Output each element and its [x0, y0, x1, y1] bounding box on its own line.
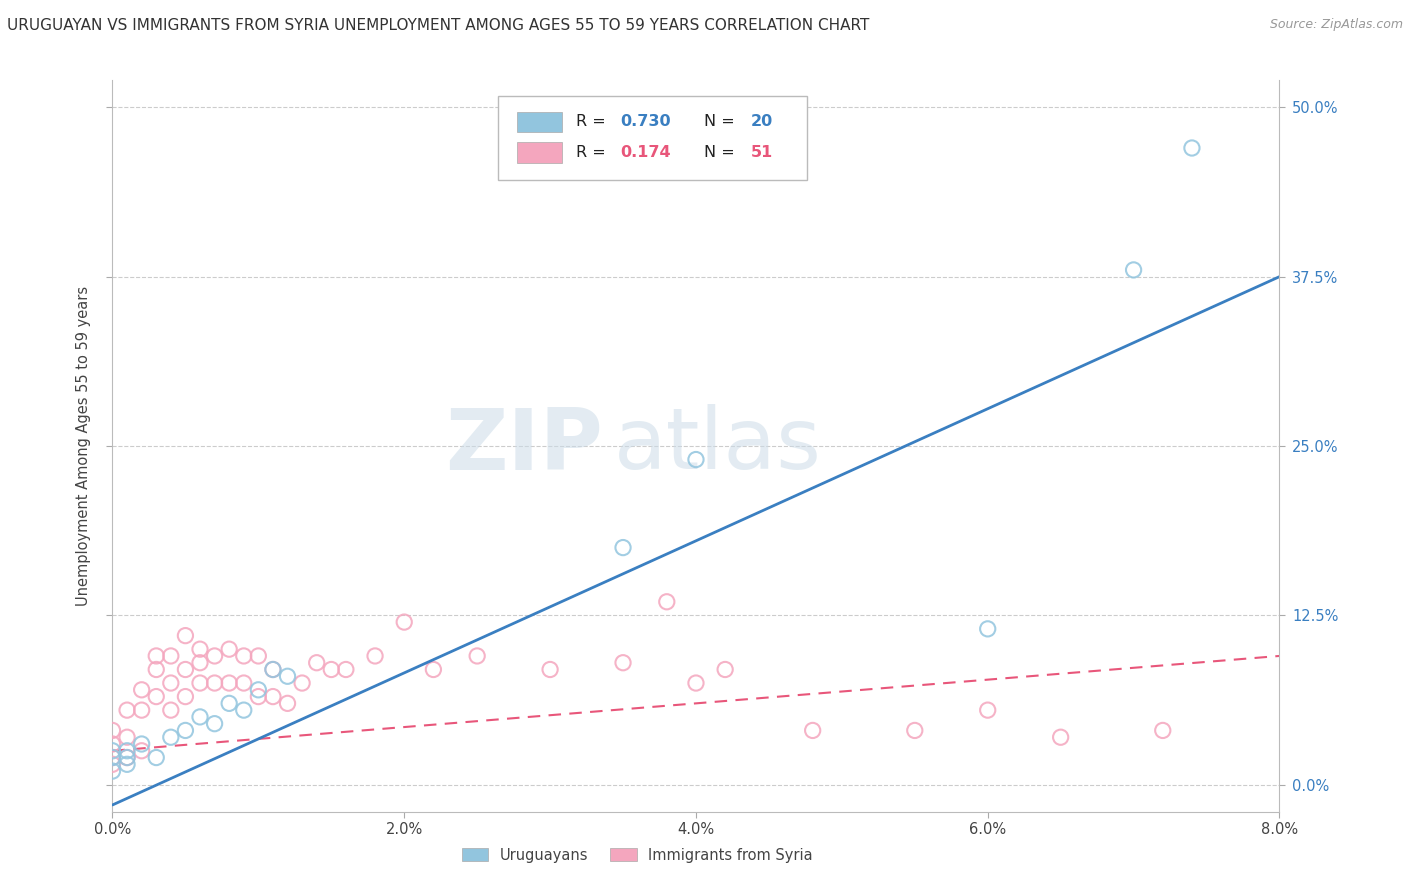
Point: [1181, 141, 1204, 155]
Point: [262, 663, 284, 677]
Text: R =: R =: [576, 114, 610, 129]
FancyBboxPatch shape: [498, 96, 807, 180]
Point: [976, 703, 998, 717]
Point: [335, 663, 357, 677]
Point: [101, 737, 124, 751]
Point: [101, 757, 124, 772]
Point: [131, 737, 153, 751]
Point: [364, 648, 387, 663]
Point: [115, 744, 138, 758]
Point: [904, 723, 927, 738]
Point: [131, 682, 153, 697]
Point: [218, 642, 240, 657]
Point: [538, 663, 561, 677]
Y-axis label: Unemployment Among Ages 55 to 59 years: Unemployment Among Ages 55 to 59 years: [76, 286, 91, 606]
Point: [392, 615, 416, 629]
Point: [291, 676, 314, 690]
Point: [145, 750, 167, 764]
Point: [262, 663, 284, 677]
Point: [174, 663, 197, 677]
Point: [465, 648, 488, 663]
Point: [1049, 730, 1071, 744]
Point: [422, 663, 444, 677]
Text: N =: N =: [704, 145, 745, 161]
Point: [612, 541, 634, 555]
Point: [276, 669, 298, 683]
Point: [160, 676, 183, 690]
Point: [174, 723, 197, 738]
Point: [101, 764, 124, 778]
Point: [145, 663, 167, 677]
Point: [218, 676, 240, 690]
Point: [131, 744, 153, 758]
Point: [1122, 263, 1144, 277]
Text: N =: N =: [704, 114, 740, 129]
Text: 20: 20: [751, 114, 773, 129]
Point: [101, 744, 124, 758]
Point: [115, 750, 138, 764]
Point: [714, 663, 737, 677]
Point: [218, 697, 240, 711]
Point: [262, 690, 284, 704]
Point: [612, 656, 634, 670]
Point: [188, 676, 211, 690]
Point: [232, 648, 254, 663]
Point: [174, 629, 197, 643]
Point: [247, 690, 270, 704]
Point: [204, 716, 226, 731]
Text: atlas: atlas: [614, 404, 823, 488]
FancyBboxPatch shape: [517, 143, 562, 163]
Point: [188, 642, 211, 657]
Point: [305, 656, 328, 670]
Point: [685, 676, 707, 690]
Point: [188, 710, 211, 724]
Text: Source: ZipAtlas.com: Source: ZipAtlas.com: [1270, 18, 1403, 31]
Text: 0.730: 0.730: [620, 114, 671, 129]
Point: [188, 656, 211, 670]
Point: [160, 703, 183, 717]
Point: [204, 676, 226, 690]
Point: [247, 682, 270, 697]
Point: [232, 703, 254, 717]
Point: [115, 703, 138, 717]
Text: 0.174: 0.174: [620, 145, 671, 161]
Point: [655, 595, 678, 609]
Point: [976, 622, 998, 636]
Point: [101, 750, 124, 764]
Point: [160, 648, 183, 663]
Point: [160, 730, 183, 744]
Point: [204, 648, 226, 663]
Point: [232, 676, 254, 690]
Point: [321, 663, 343, 677]
Point: [101, 723, 124, 738]
Text: ZIP: ZIP: [444, 404, 603, 488]
Point: [145, 690, 167, 704]
Point: [145, 648, 167, 663]
Text: R =: R =: [576, 145, 616, 161]
Point: [115, 750, 138, 764]
Point: [115, 730, 138, 744]
Point: [247, 648, 270, 663]
Point: [131, 703, 153, 717]
Point: [685, 452, 707, 467]
Point: [115, 757, 138, 772]
Point: [1152, 723, 1174, 738]
Text: URUGUAYAN VS IMMIGRANTS FROM SYRIA UNEMPLOYMENT AMONG AGES 55 TO 59 YEARS CORREL: URUGUAYAN VS IMMIGRANTS FROM SYRIA UNEMP…: [7, 18, 869, 33]
Point: [801, 723, 824, 738]
Text: 51: 51: [751, 145, 773, 161]
Point: [276, 697, 298, 711]
Point: [101, 750, 124, 764]
Point: [174, 690, 197, 704]
FancyBboxPatch shape: [517, 112, 562, 132]
Legend: Uruguayans, Immigrants from Syria: Uruguayans, Immigrants from Syria: [456, 840, 820, 871]
